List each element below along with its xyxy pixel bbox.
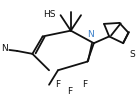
- Text: F: F: [82, 80, 87, 89]
- Text: F: F: [68, 87, 73, 96]
- Text: N: N: [1, 44, 8, 53]
- Text: F: F: [55, 80, 60, 89]
- Text: S: S: [129, 50, 135, 59]
- Text: N: N: [87, 30, 94, 39]
- Text: HS: HS: [43, 10, 55, 19]
